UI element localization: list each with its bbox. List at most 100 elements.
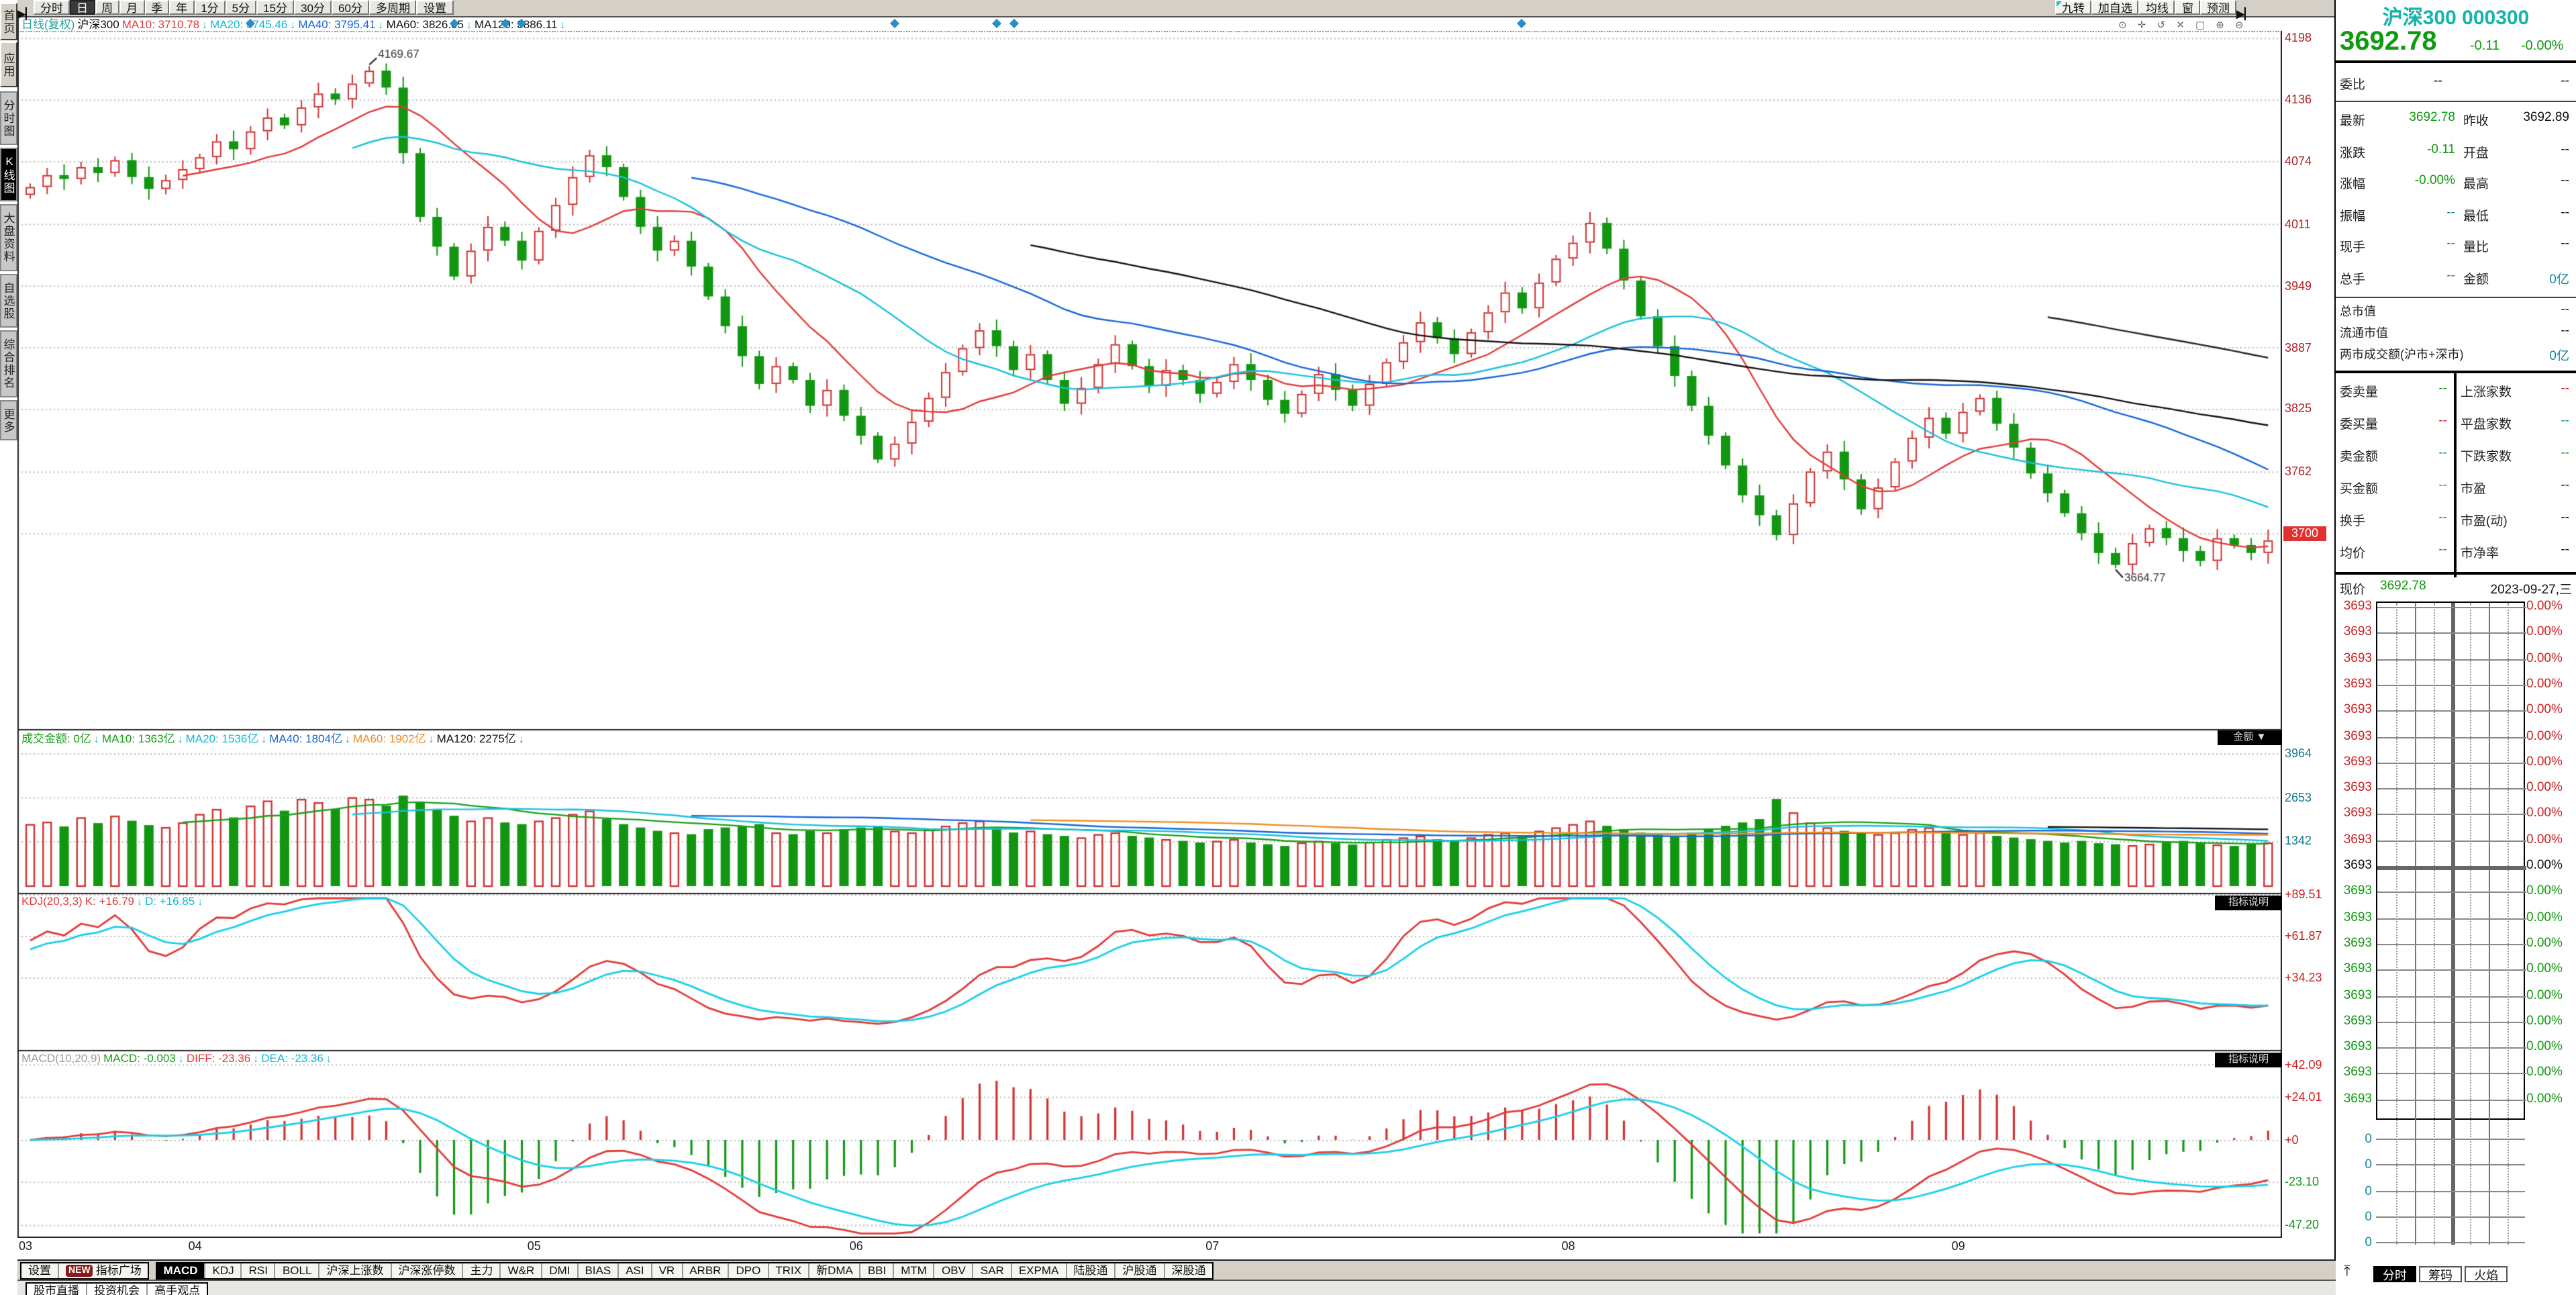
jump-icon[interactable]: ▶▏ bbox=[17, 8, 34, 20]
order-book-pct: 0.00% bbox=[2526, 1013, 2563, 1028]
indicator-tab-KDJ[interactable]: KDJ bbox=[206, 1263, 242, 1278]
period-button-周[interactable]: 周 bbox=[95, 0, 120, 15]
indicator-tab-沪深上涨数[interactable]: 沪深上涨数 bbox=[319, 1263, 392, 1278]
period-button-60分[interactable]: 60分 bbox=[332, 0, 369, 15]
indicator-tab-沪股通[interactable]: 沪股通 bbox=[1116, 1263, 1165, 1278]
indicator-tab-沪深涨停数[interactable]: 沪深涨停数 bbox=[392, 1263, 464, 1278]
indicator-tab-SAR[interactable]: SAR bbox=[974, 1263, 1012, 1278]
chart-tool-icons[interactable]: ⊙ ✛ ↺ ✕ ▢ ⊕ ⊖ bbox=[2118, 18, 2248, 30]
order-book-pct: 0.00% bbox=[2526, 651, 2563, 666]
period-button-5分[interactable]: 5分 bbox=[225, 0, 257, 15]
indicator-tab-新DMA[interactable]: 新DMA bbox=[809, 1263, 861, 1278]
stats-left-row: 委买量 -- bbox=[2340, 414, 2447, 432]
sidebar-item-2[interactable]: 分时图 bbox=[0, 91, 17, 145]
indicator-tab-BIAS[interactable]: BIAS bbox=[578, 1263, 620, 1278]
order-book-pct: 0.00% bbox=[2526, 910, 2563, 925]
panel-tabs: 分时 筹码 火焰 bbox=[2373, 1262, 2510, 1286]
toolbar-button-均线[interactable]: 均线 bbox=[2138, 0, 2175, 15]
period-button-年[interactable]: 年 bbox=[169, 0, 195, 15]
news-tab-高手观点[interactable]: 高手观点 bbox=[154, 1284, 201, 1295]
panel-tab-筹码[interactable]: 筹码 bbox=[2419, 1266, 2463, 1282]
order-book-hline bbox=[2377, 788, 2526, 790]
sidebar-item-4[interactable]: 大盘资料 bbox=[0, 204, 17, 271]
down-arrow-icon: ↓ bbox=[428, 733, 434, 745]
news-tab-股市直播[interactable]: 股市直播 bbox=[27, 1284, 88, 1295]
period-button-1分[interactable]: 1分 bbox=[194, 0, 226, 15]
period-button-季[interactable]: 季 bbox=[144, 0, 170, 15]
sidebar-item-1[interactable]: 应用 bbox=[0, 42, 17, 87]
toolbar-button-九转[interactable]: 九转 bbox=[2054, 0, 2091, 15]
order-book-zero: 0 bbox=[2365, 1184, 2372, 1199]
order-book-grid-vline bbox=[2470, 603, 2471, 1245]
indicator-tab-MTM[interactable]: MTM bbox=[894, 1263, 935, 1278]
sidebar-item-3[interactable]: K线图 bbox=[0, 148, 17, 201]
order-book-pct: 0.00% bbox=[2526, 1065, 2563, 1080]
kdj-axis-label: +61.87 bbox=[2285, 929, 2322, 943]
collapse-up-icon[interactable]: ⤒ bbox=[2344, 1263, 2350, 1280]
header-item: MA20: 1536亿 bbox=[185, 732, 259, 745]
indicator-tab-EXPMA[interactable]: EXPMA bbox=[1012, 1263, 1067, 1278]
period-button-15分[interactable]: 15分 bbox=[256, 0, 295, 15]
order-book-pct: 0.00% bbox=[2526, 806, 2563, 821]
jump-icon-right[interactable]: ▶▏ bbox=[2236, 8, 2253, 20]
indicator-tab-TRIX[interactable]: TRIX bbox=[769, 1263, 810, 1278]
sidebar-item-6[interactable]: 综合排名 bbox=[0, 330, 17, 397]
period-button-分时[interactable]: 分时 bbox=[34, 0, 70, 15]
order-book-pct: 0.00% bbox=[2526, 780, 2563, 796]
order-book-pct: 0.00% bbox=[2526, 624, 2563, 640]
period-button-月[interactable]: 月 bbox=[119, 0, 145, 15]
period-button-设置[interactable]: 设置 bbox=[416, 0, 453, 15]
indicator-tab-深股通[interactable]: 深股通 bbox=[1171, 1263, 1206, 1276]
indicator-tab-BBI[interactable]: BBI bbox=[861, 1263, 895, 1278]
amount-dropdown[interactable]: 金额 ▼ bbox=[2218, 730, 2282, 745]
toolbar-button-加自选[interactable]: 加自选 bbox=[2091, 0, 2139, 15]
header-item: KDJ(20,3,3) bbox=[21, 894, 83, 908]
indicator-tab-RSI[interactable]: RSI bbox=[242, 1263, 276, 1278]
corner-badge bbox=[2056, 1, 2062, 7]
period-button-日[interactable]: 日 bbox=[70, 0, 95, 15]
order-book-pct: 0.00% bbox=[2526, 935, 2563, 951]
toolbar-button-预测[interactable]: 预测 bbox=[2199, 0, 2236, 15]
indicator-tab-DMI[interactable]: DMI bbox=[542, 1263, 579, 1278]
indicator-tab-MACD[interactable]: MACD bbox=[156, 1263, 206, 1278]
sidebar-item-5[interactable]: 自选股 bbox=[0, 274, 17, 328]
order-book-hline bbox=[2377, 996, 2526, 997]
indicator-tab-W&R[interactable]: W&R bbox=[501, 1263, 543, 1278]
kline-chart-canvas[interactable] bbox=[17, 17, 2282, 1238]
indicator-tab-主力[interactable]: 主力 bbox=[464, 1263, 501, 1278]
order-book-pct: 0.00% bbox=[2526, 599, 2563, 614]
order-book-zero: 0 bbox=[2365, 1209, 2372, 1225]
macd-pane-header: MACD(10,20,9) MACD: -0.003 ↓ DIFF: -23.36 ↓ D… bbox=[21, 1051, 334, 1065]
indicator-plaza-button[interactable]: NEW 指标广场 bbox=[59, 1263, 148, 1278]
month-label-08: 08 bbox=[1561, 1239, 1575, 1253]
sidebar-item-0[interactable]: 首页 bbox=[0, 3, 17, 40]
period-button-30分[interactable]: 30分 bbox=[294, 0, 332, 15]
indicator-tab-VR[interactable]: VR bbox=[652, 1263, 683, 1278]
stats-left-row: 换手 -- bbox=[2340, 510, 2447, 529]
sidebar-item-7[interactable]: 更多 bbox=[0, 400, 17, 440]
news-tab-投资机会[interactable]: 投资机会 bbox=[87, 1284, 148, 1295]
kdj-indicator-info-button[interactable]: 指标说明 bbox=[2215, 895, 2282, 910]
header-item: 成交金额: 0亿 bbox=[21, 732, 91, 745]
macd-axis-label: +42.09 bbox=[2285, 1057, 2322, 1071]
volume-pane-header: 成交金额: 0亿 ↓ MA10: 1363亿 ↓ MA20: 1536亿 ↓ MA40: 1… bbox=[21, 730, 527, 747]
order-book-hline bbox=[2376, 1216, 2525, 1218]
order-book-hline bbox=[2376, 1139, 2525, 1140]
indicator-tab-DPO[interactable]: DPO bbox=[729, 1263, 769, 1278]
header-item: MACD: -0.003 bbox=[103, 1051, 176, 1065]
settings-button[interactable]: 设置 bbox=[21, 1263, 60, 1278]
indicator-tab-BOLL[interactable]: BOLL bbox=[276, 1263, 320, 1278]
down-arrow-icon: ↓ bbox=[178, 1053, 184, 1065]
left-sidebar: 首页 应用分时图 K线图大盘资料自选股综合排名更多 bbox=[0, 0, 17, 1295]
period-button-多周期[interactable]: 多周期 bbox=[368, 0, 417, 15]
toolbar-right-group: 九转 加自选 均线窗预测 ▶▏ bbox=[2054, 0, 2253, 24]
panel-tab-分时[interactable]: 分时 bbox=[2373, 1266, 2417, 1282]
indicator-tab-OBV[interactable]: OBV bbox=[935, 1263, 974, 1278]
down-arrow-icon: ↓ bbox=[378, 18, 384, 30]
panel-tab-火焰[interactable]: 火焰 bbox=[2465, 1266, 2508, 1282]
toolbar-button-窗[interactable]: 窗 bbox=[2175, 0, 2200, 15]
indicator-tab-ASI[interactable]: ASI bbox=[619, 1263, 652, 1278]
indicator-tab-ARBR[interactable]: ARBR bbox=[683, 1263, 730, 1278]
macd-indicator-info-button[interactable]: 指标说明 bbox=[2215, 1052, 2282, 1067]
indicator-tab-陆股通[interactable]: 陆股通 bbox=[1067, 1263, 1116, 1278]
